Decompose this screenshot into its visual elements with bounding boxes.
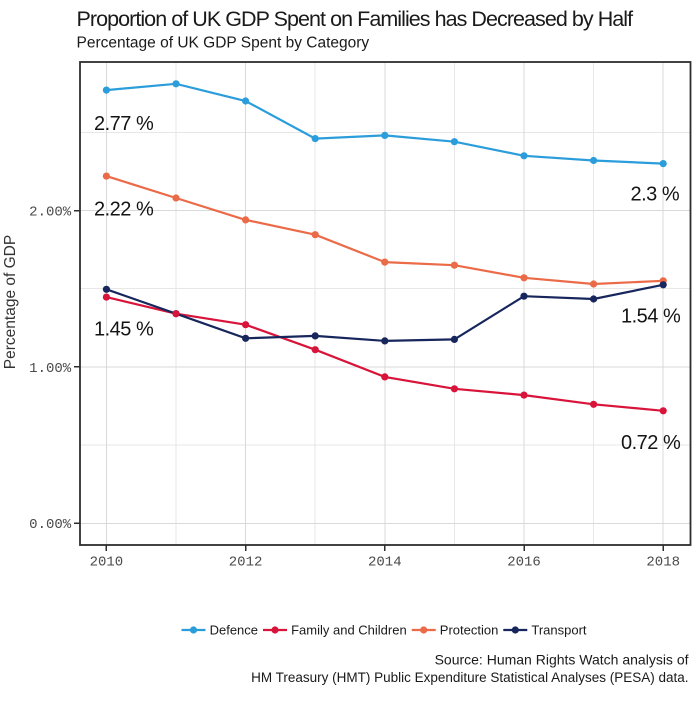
svg-text:2.00%: 2.00% (29, 204, 72, 220)
svg-text:2016: 2016 (507, 555, 541, 571)
svg-text:Percentage of GDP: Percentage of GDP (2, 235, 19, 369)
svg-text:1.00%: 1.00% (29, 361, 72, 377)
svg-text:Proportion of UK GDP Spent on: Proportion of UK GDP Spent on Families h… (77, 7, 634, 31)
svg-text:2012: 2012 (229, 555, 263, 571)
svg-text:HM Treasury (HMT) Public Expen: HM Treasury (HMT) Public Expenditure Sta… (251, 670, 688, 685)
svg-text:2018: 2018 (646, 555, 680, 571)
svg-text:Family and Children: Family and Children (291, 623, 407, 638)
svg-text:1.45 %: 1.45 % (94, 319, 154, 341)
svg-text:0.00%: 0.00% (29, 517, 72, 533)
svg-text:Transport: Transport (531, 623, 587, 638)
svg-text:Source: Human Rights Watch ana: Source: Human Rights Watch analysis of (435, 652, 689, 668)
svg-text:2010: 2010 (90, 555, 124, 571)
svg-text:2014: 2014 (368, 555, 402, 571)
svg-text:2.3 %: 2.3 % (631, 184, 680, 206)
svg-text:Percentage of UK GDP Spent by: Percentage of UK GDP Spent by Category (77, 35, 370, 52)
svg-text:0.72 %: 0.72 % (621, 432, 681, 454)
svg-text:2.22 %: 2.22 % (94, 199, 154, 221)
svg-text:Defence: Defence (210, 623, 258, 638)
svg-text:Protection: Protection (440, 623, 499, 638)
svg-text:1.54 %: 1.54 % (621, 306, 681, 328)
svg-text:2.77 %: 2.77 % (94, 113, 154, 135)
